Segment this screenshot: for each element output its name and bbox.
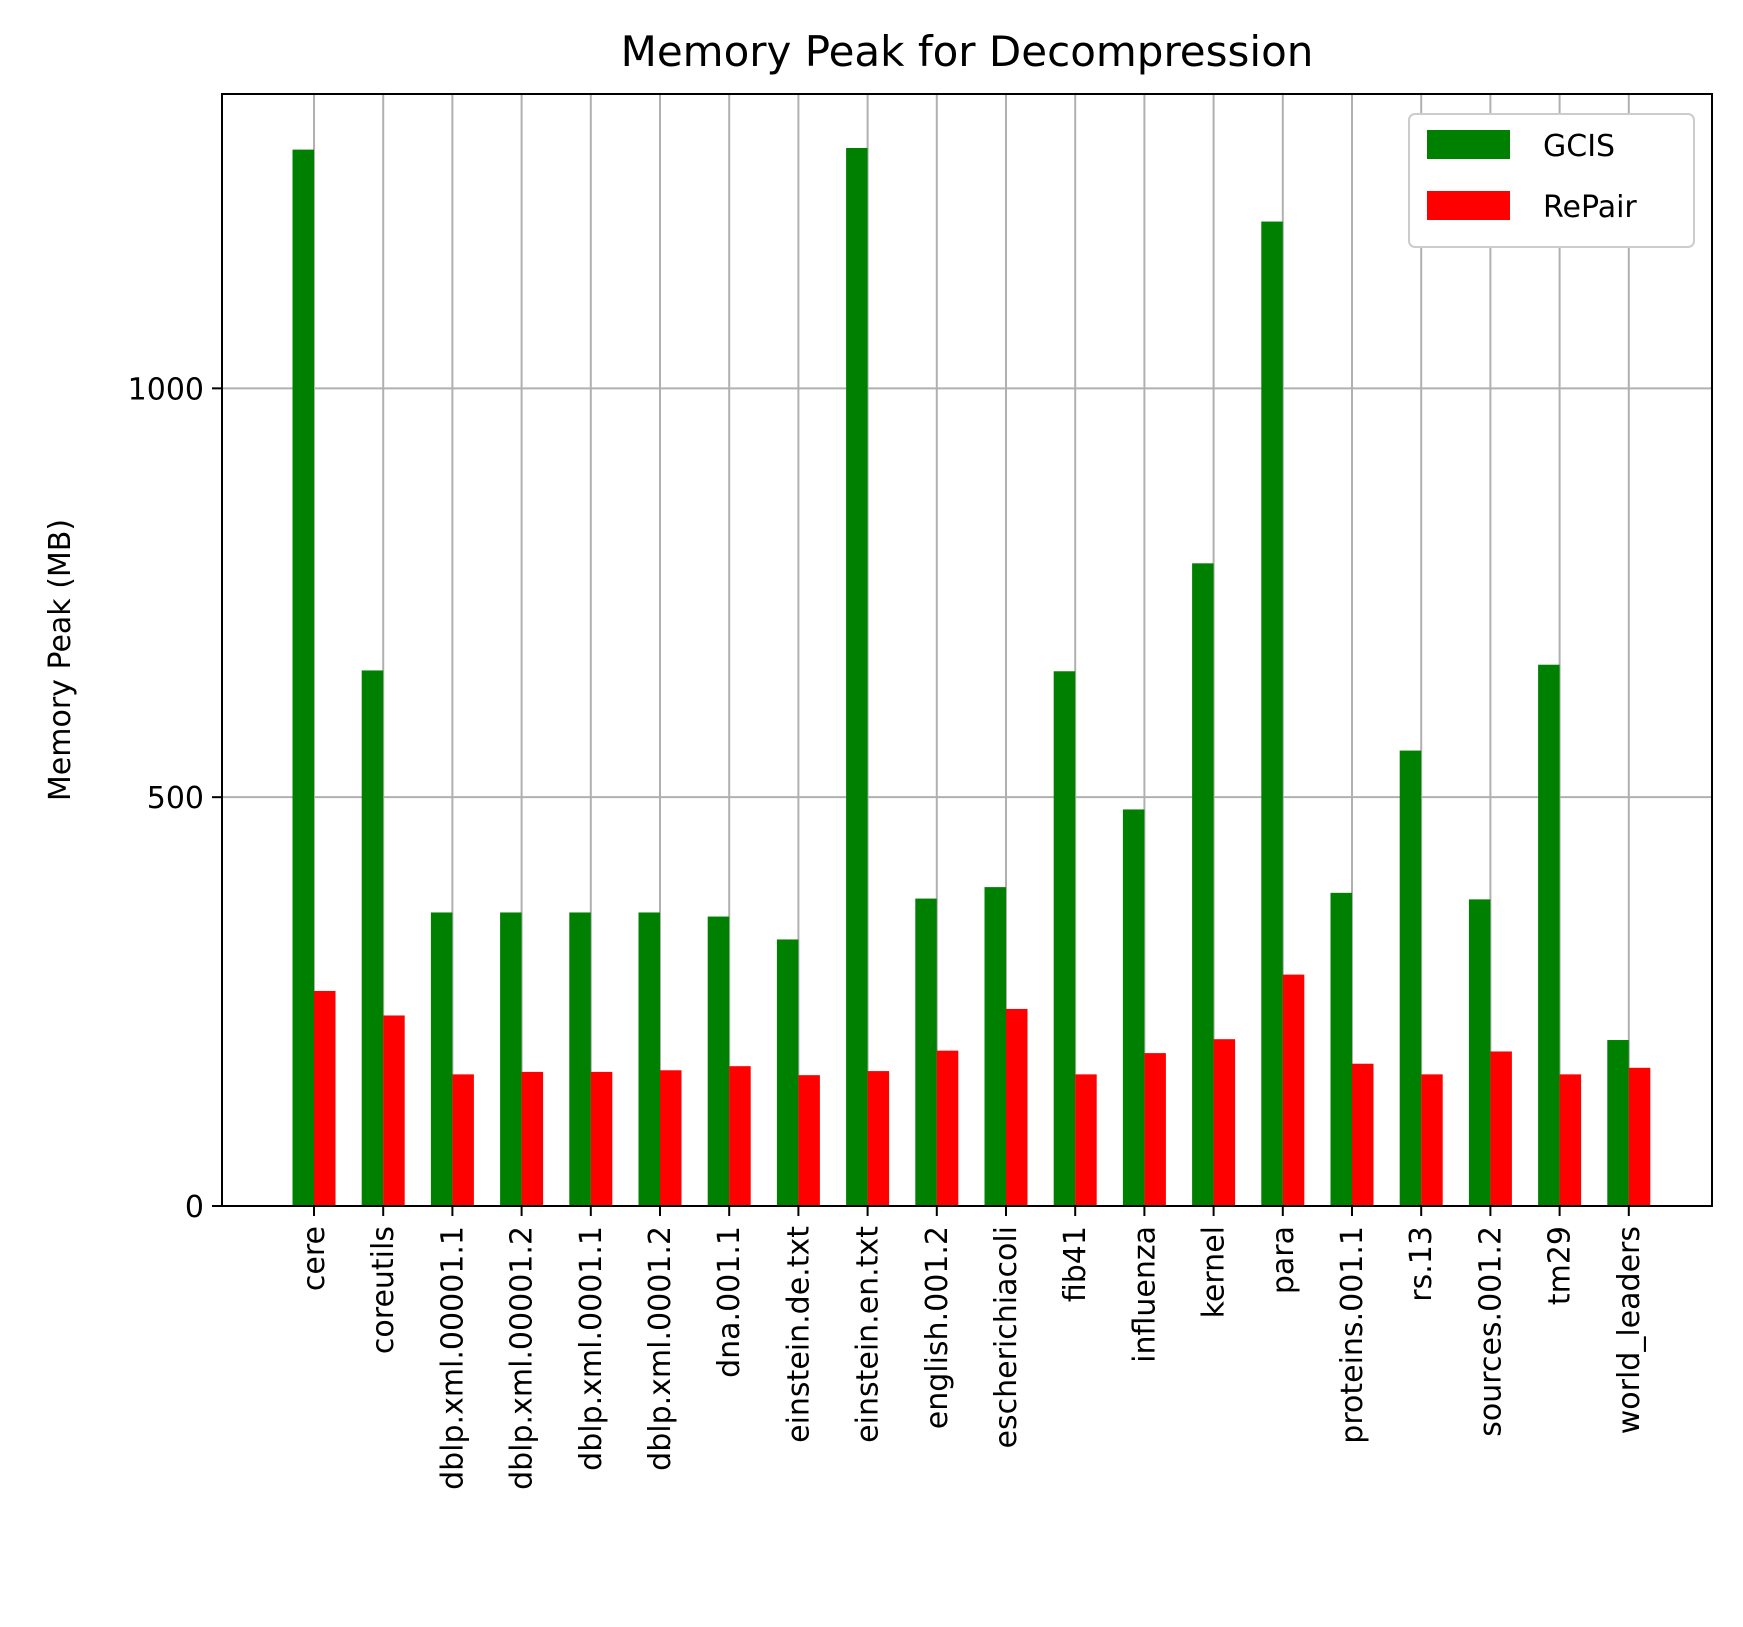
bar-gcis-influenza [1122, 809, 1145, 1206]
bar-gcis-world-leaders [1607, 1040, 1629, 1206]
chart-title: Memory Peak for Decompression [621, 27, 1314, 76]
bar-gcis-proteins-001-1 [1330, 892, 1352, 1206]
legend-label-gcis: GCIS [1543, 129, 1615, 164]
x-tick-label-coreutils: coreutils [366, 1226, 401, 1354]
x-tick-label-sources-001-2: sources.001.2 [1473, 1226, 1508, 1437]
y-tick-label-1000: 1000 [128, 372, 204, 407]
plot-frame [221, 93, 1713, 1207]
y-axis-label: Memory Peak (MB) [43, 519, 78, 801]
bar-gcis-fib41 [1053, 671, 1076, 1206]
x-tick-label-dblp-xml-00001-1: dblp.xml.00001.1 [435, 1226, 470, 1490]
bar-repair-einstein-de-txt [798, 1075, 820, 1206]
bar-repair-proteins-001-1 [1352, 1063, 1374, 1206]
bar-repair-rs-13 [1421, 1074, 1443, 1206]
legend-swatch-gcis [1427, 130, 1510, 159]
x-tick-label-dblp-xml-00001-2: dblp.xml.00001.2 [505, 1226, 540, 1490]
x-tick-label-influenza: influenza [1127, 1226, 1162, 1363]
x-tick-label-english-001-2: english.001.2 [920, 1226, 955, 1429]
bar-repair-fib41 [1075, 1074, 1097, 1206]
x-tick-label-rs-13: rs.13 [1404, 1226, 1439, 1302]
x-tick-label-einstein-de-txt: einstein.de.txt [781, 1226, 816, 1443]
bar-gcis-tm29 [1538, 664, 1560, 1206]
bar-repair-dblp-xml-00001-1 [452, 1074, 474, 1206]
x-tick-label-world-leaders: world_leaders [1612, 1226, 1647, 1434]
bar-gcis-escherichiacoli [984, 887, 1006, 1206]
x-tick-label-escherichiacoli: escherichiacoli [989, 1226, 1024, 1448]
legend-swatch-repair [1427, 191, 1510, 220]
bar-repair-influenza [1144, 1053, 1166, 1206]
x-tick-label-proteins-001-1: proteins.001.1 [1335, 1226, 1370, 1444]
bar-repair-sources-001-2 [1490, 1051, 1512, 1206]
ticks: 0 500 1000 cere coreutils dblp.xml.00001.1 dbl… [128, 372, 1647, 1490]
x-tick-label-einstein-en-txt: einstein.en.txt [851, 1226, 886, 1443]
bar-repair-dblp-xml-0001-1 [590, 1071, 613, 1206]
bar-gcis-english-001-2 [915, 898, 937, 1206]
bar-repair-dna-001-1 [729, 1066, 751, 1206]
x-tick-label-fib41: fib41 [1058, 1226, 1093, 1302]
x-tick-label-tm29: tm29 [1543, 1226, 1578, 1305]
bar-gcis-para [1261, 221, 1283, 1206]
bar-repair-cere [314, 990, 336, 1206]
bar-gcis-dblp-xml-00001-1 [430, 912, 453, 1206]
x-tick-label-dblp-xml-0001-1: dblp.xml.0001.1 [574, 1226, 609, 1471]
bar-gcis-sources-001-2 [1468, 899, 1491, 1206]
bar-gcis-einstein-de-txt [776, 939, 799, 1206]
bar-gcis-coreutils [361, 670, 384, 1206]
bar-gcis-cere [292, 149, 314, 1207]
bar-gcis-rs-13 [1399, 750, 1422, 1206]
x-tick-label-dna-001-1: dna.001.1 [712, 1226, 747, 1378]
x-tick-label-para: para [1266, 1226, 1301, 1294]
y-tick-label-0: 0 [185, 1190, 204, 1225]
bars [292, 147, 1651, 1207]
x-tick-label-dblp-xml-0001-2: dblp.xml.0001.2 [643, 1226, 678, 1471]
legend-label-repair: RePair [1543, 190, 1637, 225]
bar-repair-english-001-2 [936, 1050, 959, 1206]
bar-gcis-dblp-xml-00001-2 [500, 912, 522, 1206]
bar-repair-tm29 [1559, 1074, 1582, 1206]
bar-repair-escherichiacoli [1006, 1008, 1028, 1206]
bar-gcis-dblp-xml-0001-1 [569, 912, 591, 1206]
y-tick-label-500: 500 [147, 781, 204, 816]
bar-gcis-kernel [1192, 563, 1214, 1206]
bar-repair-dblp-xml-00001-2 [521, 1071, 544, 1206]
bar-repair-coreutils [383, 1015, 405, 1206]
bar-gcis-dna-001-1 [707, 916, 730, 1206]
legend: GCIS RePair [1408, 113, 1695, 248]
bar-repair-kernel [1213, 1039, 1236, 1206]
bar-repair-world-leaders [1628, 1067, 1651, 1206]
bar-gcis-einstein-en-txt [846, 147, 868, 1206]
bar-gcis-dblp-xml-0001-2 [638, 912, 660, 1206]
bar-repair-dblp-xml-0001-2 [660, 1070, 682, 1206]
x-tick-label-kernel: kernel [1197, 1226, 1232, 1318]
x-tick-label-cere: cere [297, 1226, 332, 1291]
bar-repair-einstein-en-txt [867, 1071, 890, 1206]
bar-repair-para [1282, 974, 1305, 1206]
